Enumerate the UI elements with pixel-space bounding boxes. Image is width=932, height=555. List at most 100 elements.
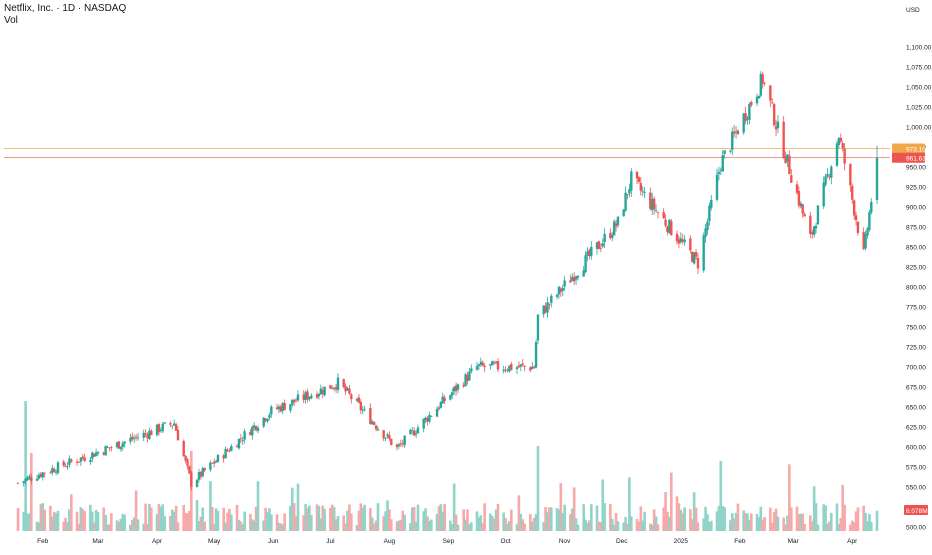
volume-bar: [374, 520, 378, 531]
candle-body: [294, 401, 298, 403]
candle-body: [462, 384, 465, 387]
x-tick-label: Nov: [559, 538, 571, 545]
volume-bar: [201, 507, 205, 531]
volume-bar: [89, 504, 92, 531]
candle-body: [532, 366, 536, 369]
volume-bar: [824, 505, 827, 531]
y-tick-label: 500.00: [906, 525, 926, 532]
candle-body: [704, 228, 707, 237]
x-tick-label: Aug: [384, 538, 396, 545]
volume-bar: [521, 519, 525, 531]
volume-bar: [350, 513, 353, 531]
candle-body: [62, 461, 65, 466]
volume-bar: [662, 507, 665, 531]
candle-body: [759, 73, 763, 96]
volume-bar: [677, 503, 681, 531]
volume-bar: [557, 509, 561, 531]
volume-bar: [704, 506, 707, 531]
candle-body: [129, 437, 132, 442]
candle-body: [54, 472, 58, 474]
volume-bar: [757, 517, 761, 531]
volume-bar: [504, 518, 507, 531]
candle-body: [199, 471, 203, 477]
volume-bar: [850, 520, 854, 531]
y-tick-label: 800.00: [906, 285, 926, 292]
volume-bar: [749, 513, 753, 531]
candle-body: [386, 434, 389, 437]
volume-bar: [649, 523, 652, 531]
volume-bar: [782, 517, 785, 531]
candle-body: [723, 150, 726, 154]
candle-body: [868, 212, 871, 231]
volume-bar: [441, 511, 445, 531]
volume-bar: [681, 513, 685, 531]
candle-body: [824, 176, 827, 185]
volume-bar: [155, 514, 159, 531]
volume-bar: [616, 521, 620, 531]
candle-body: [115, 442, 119, 448]
volume-bar: [719, 461, 723, 531]
volume-bar: [395, 521, 399, 531]
volume-bar: [590, 504, 593, 531]
volume-bar: [570, 508, 574, 531]
volume-bar: [508, 520, 511, 531]
candle-body: [828, 176, 831, 177]
candle-body: [681, 239, 684, 242]
volume-bar: [281, 524, 285, 531]
candle-body: [144, 433, 147, 434]
volume-bar: [77, 524, 81, 531]
volume-bar: [435, 513, 439, 531]
volume-bar: [456, 524, 460, 531]
candle-body: [586, 251, 589, 256]
volume-bar: [399, 519, 403, 531]
candle-body: [572, 276, 576, 282]
volume-bar: [250, 519, 254, 531]
volume-bar: [410, 507, 414, 531]
candle-body: [399, 443, 403, 445]
candle-body: [496, 361, 500, 370]
candle-body: [26, 477, 29, 481]
volume-bar: [709, 520, 713, 531]
candle-body: [710, 200, 713, 208]
candle-body: [782, 121, 785, 158]
volume-bar: [597, 521, 601, 531]
candle-body: [163, 422, 166, 424]
candle-body: [769, 85, 772, 101]
volume-bar: [292, 503, 296, 531]
volume-bar: [462, 509, 465, 531]
candle-body: [186, 459, 189, 466]
volume-bar: [763, 516, 766, 531]
candle-body: [319, 388, 323, 395]
candle-body: [826, 174, 829, 177]
candle-body: [654, 210, 658, 211]
volume-bar: [50, 516, 54, 531]
candle-body: [150, 430, 153, 435]
volume-bar: [702, 518, 705, 531]
volume-bar: [534, 514, 538, 531]
volume-bar: [363, 504, 366, 531]
candle-body: [757, 95, 761, 99]
candle-body: [428, 414, 431, 422]
volume-bar: [401, 510, 405, 531]
volume-bar: [359, 503, 363, 531]
y-tick-label: 725.00: [906, 345, 926, 352]
volume-bar: [532, 517, 536, 531]
candle-body: [277, 406, 281, 410]
candle-body: [849, 164, 852, 186]
volume-bar: [275, 514, 279, 531]
volume-bar: [601, 479, 605, 531]
candle-body: [279, 406, 283, 412]
candle-body: [529, 367, 532, 371]
y-tick-label: 625.00: [906, 425, 926, 432]
volume-bar: [170, 509, 174, 531]
volume-bar: [323, 508, 326, 531]
volume-bar: [174, 505, 178, 531]
volume-bar: [146, 523, 149, 531]
candle-body: [304, 392, 307, 400]
volume-bar: [237, 519, 241, 531]
volume-bar: [68, 509, 71, 531]
volume-bar: [241, 524, 245, 531]
volume-bar: [868, 513, 871, 531]
y-tick-label: 600.00: [906, 445, 926, 452]
candle-body: [755, 96, 759, 104]
